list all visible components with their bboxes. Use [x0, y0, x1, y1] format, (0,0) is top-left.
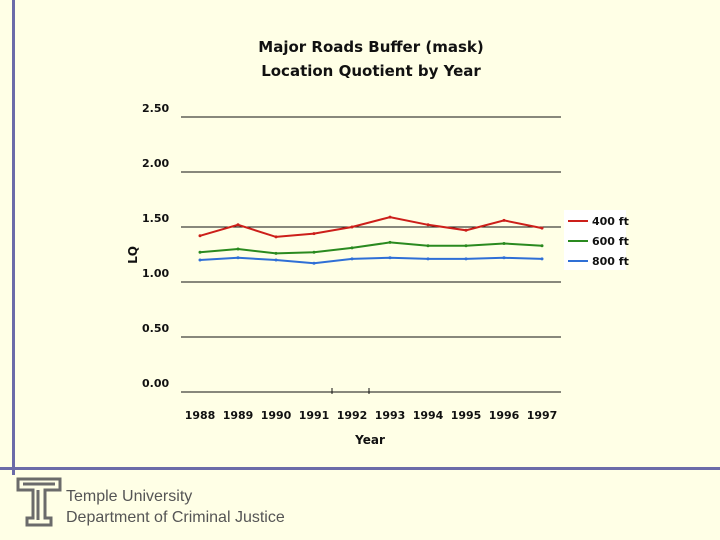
y-tick-label: 1.50 — [142, 212, 169, 225]
x-tick-label: 1991 — [299, 409, 330, 422]
chart-title-line-2: Location Quotient by Year — [261, 62, 481, 80]
x-axis-label: Year — [354, 433, 385, 447]
series-line-800-ft — [199, 256, 543, 265]
legend-label: 800 ft — [592, 255, 629, 268]
data-point — [198, 234, 202, 238]
series-line-600-ft — [199, 241, 543, 255]
left-accent-bar — [12, 0, 15, 475]
data-point — [426, 257, 430, 261]
data-point — [388, 215, 392, 219]
y-tick-label: 2.50 — [142, 102, 169, 115]
chart-title-line-1: Major Roads Buffer (mask) — [258, 38, 483, 56]
data-point — [312, 232, 316, 236]
data-point — [540, 244, 544, 248]
footer-divider — [0, 467, 720, 470]
y-tick-label: 0.50 — [142, 322, 169, 335]
data-point — [464, 244, 468, 248]
data-point — [350, 225, 354, 229]
y-tick-label: 1.00 — [142, 267, 169, 280]
data-point — [274, 258, 278, 262]
data-point — [388, 256, 392, 260]
x-tick-label: 1997 — [527, 409, 558, 422]
data-point — [236, 256, 240, 260]
data-point — [350, 257, 354, 261]
x-tick-label: 1993 — [375, 409, 406, 422]
x-tick-label: 1989 — [223, 409, 254, 422]
x-tick-label: 1994 — [413, 409, 444, 422]
data-point — [198, 250, 202, 254]
x-tick-label: 1988 — [185, 409, 216, 422]
data-point — [236, 223, 240, 227]
data-point — [236, 247, 240, 251]
data-point — [464, 257, 468, 261]
x-tick-label: 1992 — [337, 409, 368, 422]
data-point — [540, 257, 544, 261]
data-point — [274, 251, 278, 255]
temple-t-logo — [16, 477, 62, 527]
chart: Major Roads Buffer (mask) Location Quoti… — [126, 38, 629, 447]
gridlines — [181, 116, 561, 393]
data-point — [426, 244, 430, 248]
data-point — [502, 256, 506, 260]
footer-university: Temple University — [66, 488, 193, 505]
data-point — [464, 228, 468, 232]
data-point — [312, 261, 316, 265]
data-point — [426, 223, 430, 227]
legend-label: 400 ft — [592, 215, 629, 228]
legend: 400 ft 600 ft 800 ft — [564, 210, 629, 270]
data-point — [388, 240, 392, 244]
x-tick-label: 1995 — [451, 409, 482, 422]
data-point — [540, 226, 544, 230]
footer-text: Temple University Department of Criminal… — [66, 486, 285, 528]
y-tick-label: 0.00 — [142, 377, 169, 390]
x-tick-label: 1996 — [489, 409, 520, 422]
data-point — [502, 242, 506, 245]
series-line-400-ft — [199, 216, 543, 238]
data-point — [502, 218, 506, 222]
data-point — [350, 246, 354, 250]
data-point — [312, 250, 316, 254]
y-axis-label: LQ — [126, 246, 140, 264]
y-tick-label: 2.00 — [142, 157, 169, 170]
x-tick-label: 1990 — [261, 409, 292, 422]
y-axis-ticks: 0.00 0.50 1.00 1.50 2.00 2.50 — [142, 102, 169, 390]
data-point — [198, 258, 202, 262]
footer-department: Department of Criminal Justice — [66, 509, 285, 526]
legend-label: 600 ft — [592, 235, 629, 248]
series-lines — [198, 215, 544, 265]
x-axis-ticks: 1988 1989 1990 1991 1992 1993 1994 1995 1996 1997 — [185, 388, 558, 422]
data-point — [274, 235, 278, 239]
